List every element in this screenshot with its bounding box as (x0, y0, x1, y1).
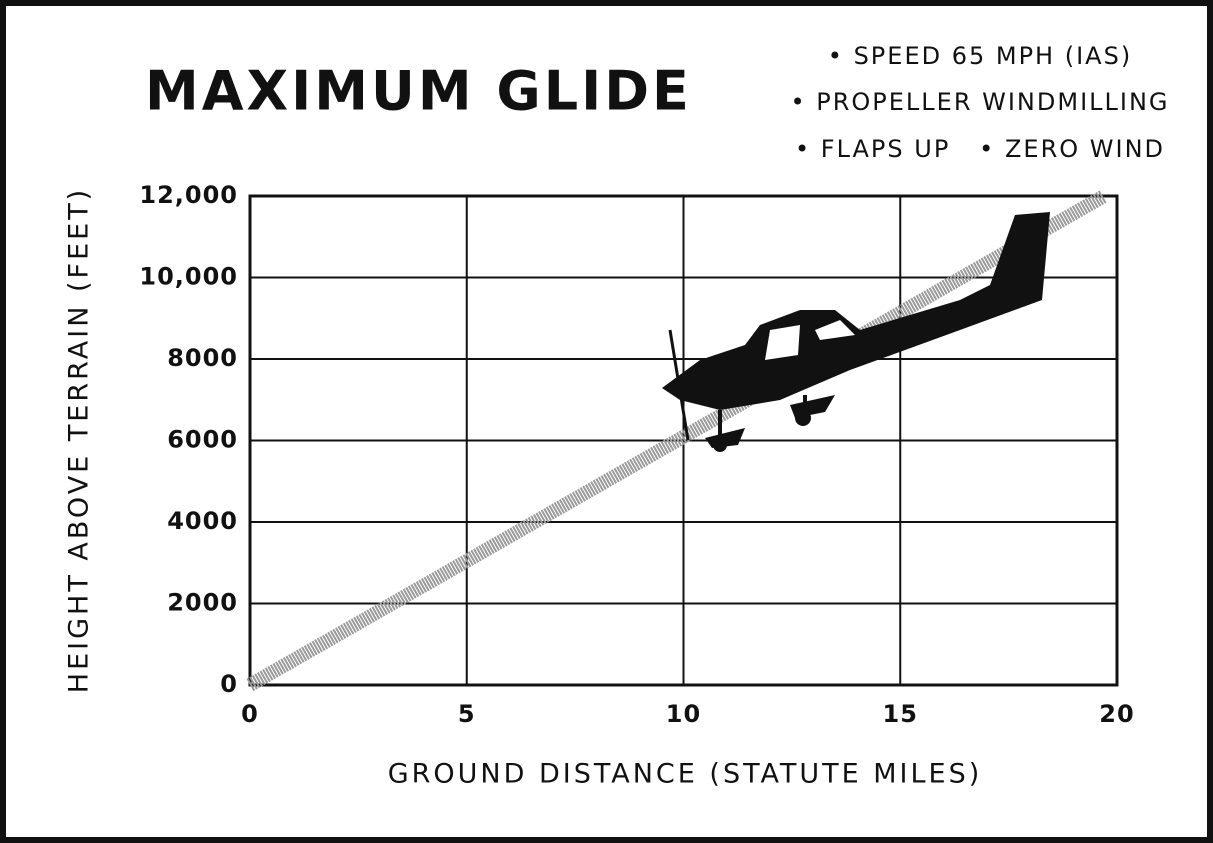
note: • FLAPS UP • ZERO WIND (795, 135, 1165, 163)
note: • PROPELLER WINDMILLING (790, 88, 1169, 116)
chart: MAXIMUM GLIDE • SPEED 65 MPH (IAS) • PRO… (0, 0, 1213, 843)
y-tick-label: 10,000 (139, 263, 238, 291)
note: • SPEED 65 MPH (IAS) (828, 42, 1132, 70)
y-tick-label: 12,000 (139, 181, 238, 209)
x-tick-label: 0 (241, 700, 259, 728)
x-tick-label: 5 (458, 700, 476, 728)
frame (3, 3, 1210, 840)
x-tick-label: 20 (1099, 700, 1134, 728)
y-tick-label: 2000 (167, 589, 238, 617)
airplane (662, 212, 1050, 452)
x-tick-label: 10 (666, 700, 701, 728)
x-axis-label: GROUND DISTANCE (STATUTE MILES) (388, 759, 983, 790)
y-tick-label: 0 (220, 670, 238, 698)
y-tick-label: 4000 (167, 507, 238, 535)
chart-title: MAXIMUM GLIDE (145, 60, 692, 123)
x-tick-label: 15 (883, 700, 918, 728)
y-tick-label: 8000 (167, 344, 238, 372)
y-axis-label: HEIGHT ABOVE TERRAIN (FEET) (64, 187, 95, 693)
y-tick-label: 6000 (167, 426, 238, 454)
